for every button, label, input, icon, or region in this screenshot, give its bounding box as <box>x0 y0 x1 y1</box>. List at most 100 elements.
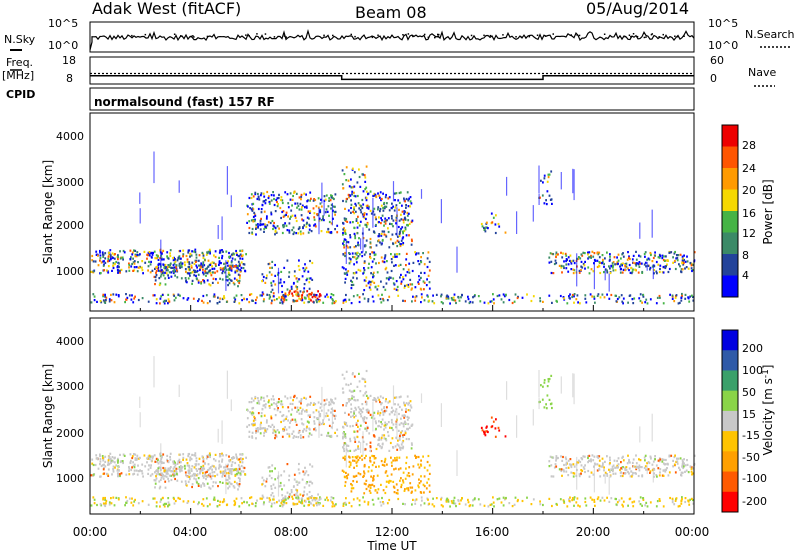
velocity-scatter-point <box>207 468 210 472</box>
velocity-scatter-point <box>591 454 594 457</box>
velocity-scatter-point <box>130 501 133 504</box>
power-scatter-point <box>305 193 307 196</box>
power-scatter-point <box>120 268 123 271</box>
nsearch-point <box>283 35 286 37</box>
velocity-scatter-point <box>214 453 217 456</box>
velocity-scatter-point <box>644 465 647 468</box>
power-scatter-point <box>329 296 332 299</box>
power-scatter-point <box>666 259 669 262</box>
velocity-scatter-point <box>592 473 595 476</box>
velocity-scatter-point <box>181 465 184 469</box>
velocity-scatter-point <box>329 499 332 502</box>
power-scatter-point <box>414 299 417 302</box>
velocity-scatter-point <box>647 461 650 464</box>
velocity-colorbar-segment <box>722 410 738 432</box>
velocity-scatter-point <box>563 500 565 503</box>
nsearch-point <box>651 33 653 35</box>
power-scatter-point <box>624 263 626 267</box>
power-scatter-point <box>473 295 476 298</box>
power-scatter-point <box>647 257 650 260</box>
power-scatter-point <box>293 231 296 234</box>
velocity-scatter-point <box>426 460 429 464</box>
power-scatter-point <box>147 265 150 268</box>
velocity-scatter-point <box>260 412 263 415</box>
power-ytick-2000: 2000 <box>56 219 84 232</box>
power-scatter-point <box>614 263 616 266</box>
power-scatter-point <box>319 210 321 213</box>
power-scatter-point <box>616 256 618 259</box>
power-scatter-point <box>562 252 564 255</box>
x-tick-0800: 08:00 <box>274 525 309 539</box>
power-scatter-point <box>353 171 356 174</box>
velocity-scatter-point <box>548 460 551 463</box>
velocity-scatter-point <box>557 456 559 460</box>
velocity-scatter-point <box>306 493 309 496</box>
velocity-scatter-point <box>343 431 345 434</box>
power-scatter-point <box>581 254 584 257</box>
velocity-scatter-point <box>583 467 586 470</box>
power-scatter-point <box>286 229 289 232</box>
power-scatter-point <box>162 249 165 252</box>
power-scatter-point <box>447 297 450 300</box>
velocity-scatter-point <box>313 402 315 405</box>
velocity-scatter-point <box>345 497 347 500</box>
velocity-scatter-point <box>619 474 622 478</box>
velocity-scatter-point <box>358 440 360 443</box>
velocity-scatter-point <box>453 496 456 499</box>
velocity-scatter-point <box>369 486 372 489</box>
velocity-scatter-point <box>238 505 241 508</box>
power-scatter-point <box>251 231 253 234</box>
power-scatter-point <box>273 194 275 197</box>
power-scatter-point <box>209 263 212 266</box>
velocity-scatter-point <box>668 455 671 458</box>
velocity-scatter-point <box>381 423 383 426</box>
power-scatter-point <box>194 270 197 273</box>
power-scatter-point <box>193 262 196 265</box>
velocity-scatter-point <box>373 461 376 464</box>
velocity-scatter-point <box>384 421 387 424</box>
velocity-scatter-point <box>344 455 346 458</box>
velocity-scatter-point <box>173 466 176 469</box>
velocity-scatter-point <box>582 466 585 469</box>
velocity-scatter-point <box>223 466 225 469</box>
power-scatter-point <box>396 255 398 258</box>
power-scatter-point <box>348 262 351 265</box>
power-scatter-point <box>380 256 383 259</box>
power-scatter-point <box>196 266 198 269</box>
velocity-scatter-point <box>400 485 403 489</box>
power-scatter-point <box>390 258 393 261</box>
power-streak <box>221 216 223 241</box>
power-scatter-point <box>324 295 327 298</box>
power-scatter-point <box>184 264 186 267</box>
velocity-scatter-point <box>659 499 661 502</box>
power-scatter-point <box>291 294 294 297</box>
velocity-scatter-point <box>306 404 309 407</box>
power-scatter-point <box>365 239 368 242</box>
power-scatter-point <box>358 168 360 171</box>
velocity-scatter-point <box>604 471 607 474</box>
power-scatter-point <box>644 301 647 304</box>
nsearch-point <box>683 35 685 37</box>
velocity-scatter-point <box>396 459 398 462</box>
velocity-scatter-point <box>281 488 283 491</box>
velocity-scatter-point <box>553 466 556 469</box>
power-scatter-point <box>223 295 225 298</box>
velocity-scatter-point <box>573 504 575 507</box>
velocity-scatter-point <box>383 428 385 431</box>
power-scatter-point <box>161 258 163 261</box>
power-scatter-point <box>207 265 210 268</box>
power-scatter-point <box>548 256 551 259</box>
power-streak <box>153 151 155 184</box>
velocity-scatter-point <box>129 453 132 456</box>
velocity-scatter-point <box>274 430 277 433</box>
velocity-scatter-point <box>542 385 544 388</box>
velocity-scatter-point <box>173 460 175 463</box>
power-scatter-point <box>329 199 332 202</box>
velocity-scatter-point <box>649 470 652 473</box>
power-scatter-point <box>198 264 200 267</box>
velocity-scatter-point <box>681 465 683 468</box>
power-scatter-point <box>155 254 158 257</box>
power-scatter-point <box>344 298 347 301</box>
power-scatter-point <box>348 298 351 301</box>
velocity-scatter-point <box>409 409 411 412</box>
